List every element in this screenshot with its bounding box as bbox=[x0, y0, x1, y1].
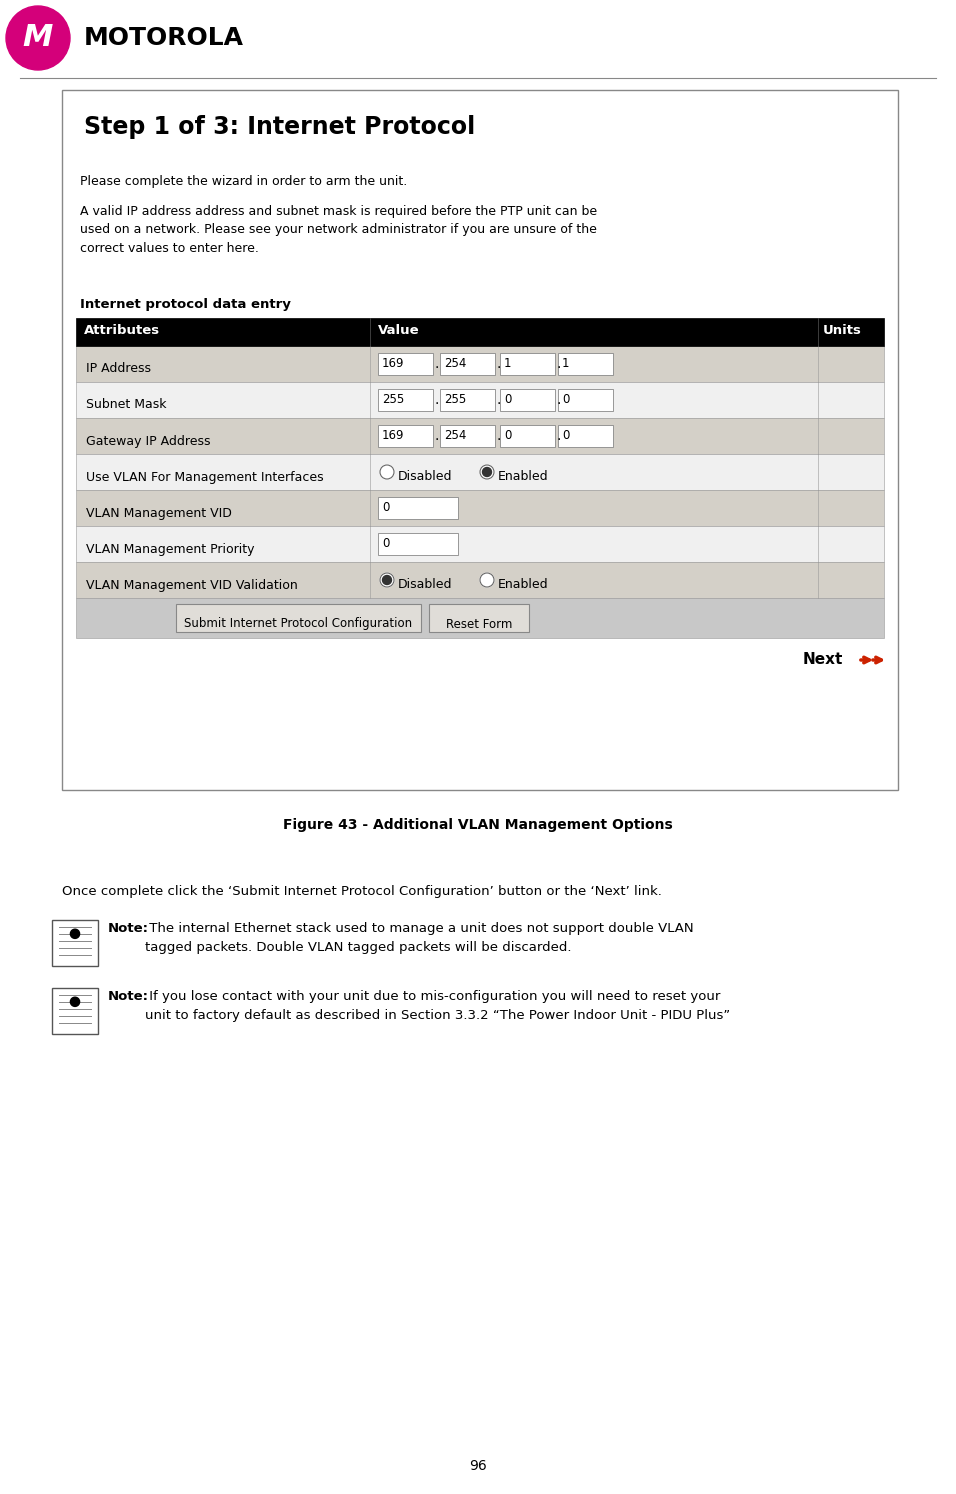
FancyBboxPatch shape bbox=[378, 498, 458, 518]
Text: Reset Form: Reset Form bbox=[445, 617, 512, 630]
Text: 169: 169 bbox=[382, 429, 404, 442]
Text: Disabled: Disabled bbox=[398, 471, 452, 484]
Text: .: . bbox=[497, 393, 501, 406]
Circle shape bbox=[480, 465, 494, 480]
Text: Enabled: Enabled bbox=[498, 578, 549, 592]
FancyBboxPatch shape bbox=[76, 347, 884, 382]
Text: 255: 255 bbox=[382, 393, 404, 406]
Text: 255: 255 bbox=[444, 393, 467, 406]
FancyBboxPatch shape bbox=[76, 562, 884, 598]
FancyBboxPatch shape bbox=[378, 424, 433, 447]
FancyBboxPatch shape bbox=[558, 388, 613, 411]
Text: VLAN Management VID: VLAN Management VID bbox=[86, 506, 232, 520]
Text: A valid IP address address and subnet mask is required before the PTP unit can b: A valid IP address address and subnet ma… bbox=[80, 205, 598, 255]
FancyBboxPatch shape bbox=[62, 90, 898, 790]
Text: .: . bbox=[557, 357, 561, 371]
Text: Figure 43 - Additional VLAN Management Options: Figure 43 - Additional VLAN Management O… bbox=[283, 819, 673, 832]
Text: Note:: Note: bbox=[108, 991, 149, 1002]
Circle shape bbox=[380, 574, 394, 587]
Text: 254: 254 bbox=[444, 429, 467, 442]
Circle shape bbox=[480, 574, 494, 587]
Text: .: . bbox=[435, 357, 440, 371]
Text: VLAN Management VID Validation: VLAN Management VID Validation bbox=[86, 578, 297, 592]
Text: VLAN Management Priority: VLAN Management Priority bbox=[86, 542, 254, 556]
Text: 0: 0 bbox=[504, 429, 511, 442]
FancyBboxPatch shape bbox=[76, 598, 884, 638]
Text: 1: 1 bbox=[562, 357, 570, 371]
Text: 169: 169 bbox=[382, 357, 404, 371]
Text: Use VLAN For Management Interfaces: Use VLAN For Management Interfaces bbox=[86, 471, 324, 484]
Text: 254: 254 bbox=[444, 357, 467, 371]
Text: Step 1 of 3: Internet Protocol: Step 1 of 3: Internet Protocol bbox=[84, 115, 475, 139]
FancyBboxPatch shape bbox=[378, 353, 433, 375]
Text: 0: 0 bbox=[562, 393, 570, 406]
Circle shape bbox=[71, 929, 79, 938]
Text: 0: 0 bbox=[562, 429, 570, 442]
Text: 1: 1 bbox=[504, 357, 511, 371]
Text: 0: 0 bbox=[504, 393, 511, 406]
FancyBboxPatch shape bbox=[500, 388, 555, 411]
Circle shape bbox=[382, 575, 392, 584]
Text: Units: Units bbox=[823, 324, 862, 338]
Text: Gateway IP Address: Gateway IP Address bbox=[86, 435, 210, 448]
Text: Enabled: Enabled bbox=[498, 471, 549, 484]
Text: .: . bbox=[497, 429, 501, 444]
FancyBboxPatch shape bbox=[429, 604, 529, 632]
Text: Attributes: Attributes bbox=[84, 324, 160, 338]
Text: 0: 0 bbox=[382, 500, 389, 514]
Text: The internal Ethernet stack used to manage a unit does not support double VLAN
t: The internal Ethernet stack used to mana… bbox=[145, 922, 694, 955]
Text: .: . bbox=[557, 393, 561, 406]
FancyBboxPatch shape bbox=[500, 424, 555, 447]
Text: Subnet Mask: Subnet Mask bbox=[86, 399, 166, 411]
Circle shape bbox=[6, 6, 70, 70]
FancyBboxPatch shape bbox=[52, 920, 98, 967]
Text: .: . bbox=[435, 429, 440, 444]
FancyBboxPatch shape bbox=[76, 454, 884, 490]
FancyBboxPatch shape bbox=[558, 353, 613, 375]
Text: Value: Value bbox=[378, 324, 420, 338]
Circle shape bbox=[483, 468, 491, 477]
Text: MOTOROLA: MOTOROLA bbox=[84, 25, 244, 49]
FancyBboxPatch shape bbox=[440, 388, 495, 411]
Circle shape bbox=[380, 465, 394, 480]
Text: M: M bbox=[23, 24, 54, 52]
Text: Next: Next bbox=[803, 653, 843, 668]
Circle shape bbox=[71, 996, 79, 1007]
FancyBboxPatch shape bbox=[76, 382, 884, 418]
Text: .: . bbox=[497, 357, 501, 371]
Text: 0: 0 bbox=[382, 536, 389, 550]
FancyBboxPatch shape bbox=[176, 604, 421, 632]
FancyBboxPatch shape bbox=[378, 388, 433, 411]
Text: .: . bbox=[557, 429, 561, 444]
FancyBboxPatch shape bbox=[440, 353, 495, 375]
Text: Internet protocol data entry: Internet protocol data entry bbox=[80, 297, 291, 311]
FancyBboxPatch shape bbox=[76, 318, 884, 347]
Text: Note:: Note: bbox=[108, 922, 149, 935]
Text: .: . bbox=[435, 393, 440, 406]
FancyBboxPatch shape bbox=[558, 424, 613, 447]
Text: Once complete click the ‘Submit Internet Protocol Configuration’ button or the ‘: Once complete click the ‘Submit Internet… bbox=[62, 884, 662, 898]
Text: Please complete the wizard in order to arm the unit.: Please complete the wizard in order to a… bbox=[80, 175, 407, 188]
Text: Submit Internet Protocol Configuration: Submit Internet Protocol Configuration bbox=[185, 617, 413, 630]
FancyBboxPatch shape bbox=[500, 353, 555, 375]
Text: IP Address: IP Address bbox=[86, 363, 151, 375]
FancyBboxPatch shape bbox=[76, 526, 884, 562]
FancyBboxPatch shape bbox=[76, 490, 884, 526]
FancyBboxPatch shape bbox=[52, 988, 98, 1034]
FancyBboxPatch shape bbox=[378, 533, 458, 554]
FancyBboxPatch shape bbox=[76, 418, 884, 454]
Text: If you lose contact with your unit due to mis-configuration you will need to res: If you lose contact with your unit due t… bbox=[145, 991, 730, 1022]
FancyBboxPatch shape bbox=[440, 424, 495, 447]
Text: Disabled: Disabled bbox=[398, 578, 452, 592]
Text: 96: 96 bbox=[469, 1460, 487, 1473]
